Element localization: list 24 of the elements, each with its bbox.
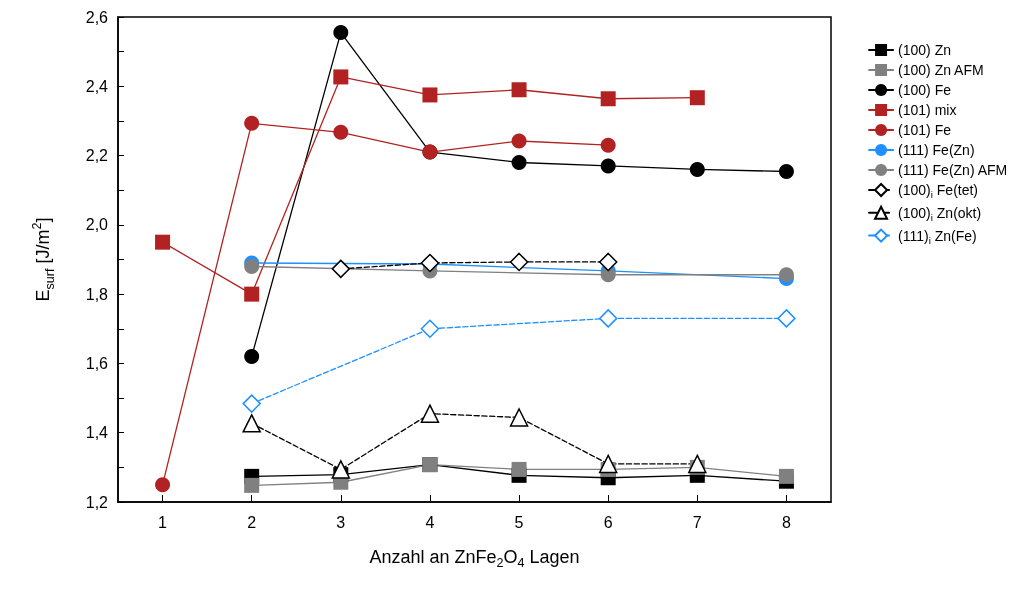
legend-label: (111) Fe(Zn) AFM (898, 162, 1008, 178)
x-tick-label: 4 (425, 513, 435, 531)
y-tick-label: 2,4 (85, 77, 109, 95)
legend-label: (100) Zn AFM (898, 62, 984, 78)
legend-label: (111) Fe(Zn) (898, 142, 975, 158)
legend-label: (101) mix (898, 102, 957, 118)
x-tick-label: 2 (247, 513, 257, 531)
legend-label: (100) Fe (898, 82, 952, 98)
y-tick-label: 1,8 (85, 285, 109, 303)
y-axis-title: Esurf [J/m2] (30, 217, 57, 302)
y-tick-label: 1,6 (85, 354, 109, 372)
x-tick-label: 3 (336, 513, 346, 531)
y-tick-label: 2,2 (85, 147, 109, 165)
y-tick-label: 1,2 (85, 493, 109, 511)
legend-label: (100) Zn (898, 42, 951, 58)
y-tick-label: 2,0 (85, 216, 109, 234)
y-tick-label: 2,6 (85, 8, 109, 26)
x-tick-label: 8 (781, 513, 791, 531)
x-tick-label: 6 (603, 513, 613, 531)
x-tick-label: 5 (514, 513, 524, 531)
y-tick-label: 1,4 (85, 424, 109, 442)
x-tick-label: 1 (158, 513, 168, 531)
legend-label: (101) Fe (898, 122, 952, 138)
x-tick-label: 7 (692, 513, 702, 531)
